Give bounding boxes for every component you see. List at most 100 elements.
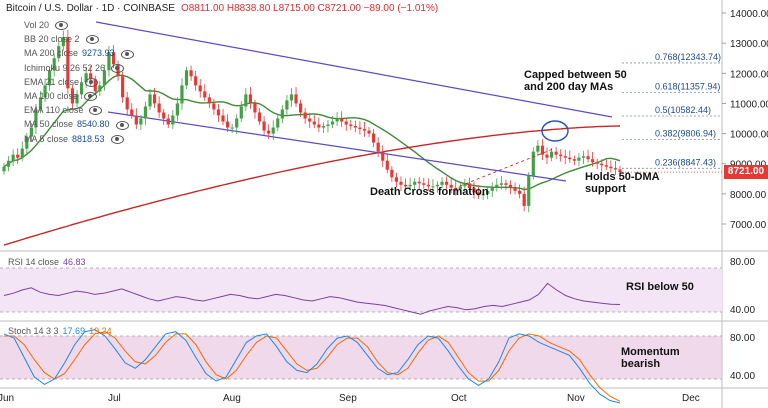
visibility-eye-icon[interactable] <box>85 77 99 87</box>
candle-body-65 <box>298 103 303 113</box>
candle-body-130 <box>595 162 599 164</box>
annotation-capped-line1: Capped between 50 <box>524 69 627 81</box>
candle-body-91 <box>417 181 421 184</box>
candle-body-61 <box>280 109 284 119</box>
candle-body-85 <box>390 169 394 178</box>
candle-body-33 <box>152 94 157 104</box>
indicator-row[interactable]: MA 100 close <box>24 91 98 102</box>
candle-body-106 <box>486 190 490 194</box>
indicator-value: 8818.53 <box>72 133 105 144</box>
candle-body-6 <box>29 127 33 137</box>
candle-body-122 <box>559 154 563 157</box>
stoch-d-path <box>4 331 621 402</box>
stoch-label[interactable]: Stoch 14 3 3 <box>8 326 59 336</box>
ma50-line <box>3 74 621 191</box>
ma200-line <box>3 125 621 246</box>
annotation-death-cross: Death Cross formation <box>370 186 489 198</box>
candle-body-37 <box>171 115 175 125</box>
candle-body-73 <box>335 118 339 122</box>
candle-body-9 <box>43 85 47 98</box>
rsi-tick-40: 40.00 <box>730 305 756 316</box>
candle-body-58 <box>267 130 271 134</box>
rsi-label[interactable]: RSI 14 close <box>8 257 60 267</box>
indicator-row[interactable]: EMA 110 close <box>24 105 103 116</box>
candle-body-70 <box>321 126 326 128</box>
candle-body-29 <box>134 115 138 125</box>
time-tick-sep: Sep <box>339 393 357 404</box>
symbol-title[interactable]: Bitcoin / U.S. Dollar · 1D · COINBASE <box>6 3 175 14</box>
annotation-stoch: Momentum bearish <box>621 346 680 370</box>
visibility-eye-icon[interactable] <box>120 49 134 59</box>
candle-body-7 <box>34 109 38 128</box>
candle-body-95 <box>435 184 440 187</box>
candle-body-18 <box>84 73 88 83</box>
stoch-lines <box>3 329 621 404</box>
candle-body-113 <box>518 190 522 194</box>
fib-levels: 0.768(12343.74) 0.618(11357.94) 0.5(10582.… <box>622 52 721 169</box>
indicator-label: MA 200 close <box>24 48 79 59</box>
visibility-eye-icon[interactable] <box>115 120 129 130</box>
candle-body-86 <box>394 177 399 182</box>
candle-body-32 <box>148 94 152 107</box>
candle-body-56 <box>257 112 262 122</box>
indicator-row[interactable]: Ichimoku 9 26 52 26 <box>24 63 125 73</box>
indicator-row[interactable]: EMA 21 close <box>24 77 99 87</box>
candle-body-5 <box>25 136 29 149</box>
chart-header: Bitcoin / U.S. Dollar · 1D · COINBASE O88… <box>6 3 438 14</box>
candle-body-72 <box>330 121 335 125</box>
candle-body-126 <box>577 157 581 161</box>
descending-channel[interactable] <box>95 21 613 182</box>
candle-body-64 <box>294 94 298 104</box>
candle-body-17 <box>79 82 84 95</box>
candle-body-110 <box>504 183 508 185</box>
candle-body-47 <box>216 109 221 116</box>
candle-body-35 <box>162 112 166 119</box>
indicator-label: MA 5 close <box>24 133 69 144</box>
annotation-capped: Capped between 50 and 200 day MAs <box>524 69 627 93</box>
candle-body-39 <box>180 85 184 104</box>
candle-body-13 <box>61 37 65 47</box>
candle-body-24 <box>111 52 116 65</box>
indicator-row[interactable]: MA 200 close 9273.93 <box>24 48 134 59</box>
price-tick-3: 11000.00 <box>730 99 768 110</box>
candle-body-40 <box>184 70 189 86</box>
candle-body-30 <box>139 118 143 125</box>
candle-body-14 <box>66 37 70 89</box>
candle-body-34 <box>157 103 161 113</box>
price-tick-2: 12000.00 <box>730 69 768 80</box>
stoch-band <box>0 336 722 379</box>
indicator-row[interactable]: Vol 20 <box>24 20 69 31</box>
candle-body-28 <box>130 109 134 116</box>
indicator-row[interactable]: MA 5 close 8818.53 <box>24 134 124 144</box>
visibility-eye-icon[interactable] <box>84 92 98 102</box>
candles <box>2 29 622 213</box>
channel-lower <box>107 111 567 182</box>
candle-body-120 <box>549 151 554 158</box>
candle-body-121 <box>554 151 558 155</box>
time-tick-aug: Aug <box>223 393 241 404</box>
price-tick-7: 7000.00 <box>730 220 767 231</box>
moving-averages <box>3 74 621 246</box>
candle-body-80 <box>367 130 371 134</box>
indicator-row[interactable]: MA 50 close 8540.80 <box>24 119 129 130</box>
visibility-eye-icon[interactable] <box>85 35 99 45</box>
candle-body-60 <box>276 118 280 128</box>
visibility-eye-icon[interactable] <box>111 63 125 73</box>
candle-body-100 <box>458 186 462 190</box>
candle-body-123 <box>563 156 567 158</box>
visibility-eye-icon[interactable] <box>55 21 69 31</box>
visibility-eye-icon[interactable] <box>110 134 124 144</box>
indicator-row[interactable]: BB 20 close 2 <box>24 34 99 45</box>
candle-body-104 <box>476 192 481 196</box>
price-axis[interactable]: 14000.00 13000.00 12000.00 11000.00 10000.00… <box>722 9 768 231</box>
candle-body-118 <box>540 145 545 155</box>
rsi-legend: RSI 14 close 46.83 <box>8 257 86 267</box>
time-axis[interactable]: Jun Jul Aug Sep Oct Nov Dec <box>0 393 700 404</box>
candle-body-22 <box>102 70 106 86</box>
candle-body-92 <box>422 183 426 185</box>
visibility-eye-icon[interactable] <box>89 106 103 116</box>
candle-body-133 <box>609 166 613 169</box>
time-tick-dec: Dec <box>682 393 700 404</box>
